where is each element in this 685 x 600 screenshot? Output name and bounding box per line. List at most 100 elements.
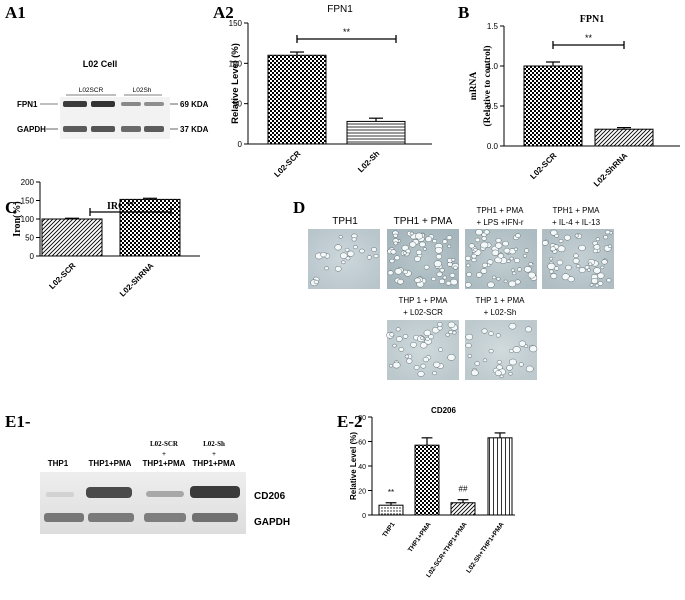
y-tick-label: 200 — [21, 178, 35, 187]
category-label: THP1+PMA — [407, 521, 433, 554]
bar — [119, 198, 181, 257]
a1-band — [63, 126, 87, 132]
cell — [435, 253, 443, 260]
a1-band — [91, 126, 115, 132]
a1-lane-group-scr: L02SCR — [79, 87, 104, 94]
cell — [392, 343, 397, 348]
cell — [591, 277, 599, 284]
category-label: L02-ShRNA — [118, 261, 156, 299]
e1-band — [144, 513, 186, 522]
cell — [491, 249, 499, 256]
cell — [481, 236, 487, 241]
bar — [378, 504, 404, 516]
category-label: L02-SCR — [528, 151, 558, 181]
panel-label-e2: E-2 — [337, 412, 363, 431]
cell — [439, 268, 445, 273]
cell — [541, 240, 549, 246]
cell — [518, 362, 524, 367]
panel-label-b: B — [458, 3, 469, 22]
cell — [436, 271, 443, 277]
cell — [549, 269, 554, 274]
a1-row-gapdh: GAPDH — [17, 125, 46, 134]
d-caption: TPH1 — [332, 216, 358, 227]
cell — [503, 279, 508, 284]
cell — [573, 253, 579, 259]
cell — [465, 255, 471, 261]
cell — [487, 281, 495, 288]
cell — [565, 264, 572, 271]
cell — [389, 258, 395, 264]
cell — [438, 347, 444, 352]
e1-band — [192, 513, 238, 522]
cell — [339, 252, 348, 259]
cell — [607, 244, 612, 249]
a1-band — [121, 126, 141, 132]
e1-blot-membrane — [40, 472, 246, 534]
significance-annotation: ** — [127, 200, 135, 210]
cell — [467, 353, 473, 358]
cell — [341, 260, 346, 265]
a1-band — [121, 102, 141, 106]
cell — [480, 241, 489, 249]
y-tick-label: 150 — [21, 197, 35, 206]
cell — [574, 233, 580, 238]
cell — [524, 248, 530, 253]
cell — [527, 271, 536, 279]
a1-band — [63, 101, 87, 107]
cell — [508, 280, 517, 288]
cell — [482, 262, 488, 268]
cell — [578, 267, 586, 274]
d-caption: + L02-SCR — [403, 308, 443, 317]
cell — [601, 259, 608, 265]
cell — [450, 278, 458, 286]
cell — [433, 361, 441, 368]
e1-band — [46, 492, 74, 497]
cell — [419, 342, 428, 349]
chart-b: FPN1 0.0 0.5 1.0 1.5 mRNA (Relative to control… — [469, 14, 680, 189]
cell — [471, 257, 477, 263]
d-caption: TPH1 + PMA — [394, 216, 453, 227]
e1-lane-label: THP1+PMA — [89, 459, 132, 468]
y-tick-label: 20 — [358, 489, 366, 496]
chart-title: CD206 — [431, 406, 456, 415]
cell — [402, 269, 408, 275]
cell — [387, 270, 394, 276]
e1-band — [86, 487, 132, 498]
cell — [476, 272, 483, 278]
cell — [313, 279, 319, 285]
cell — [445, 280, 452, 286]
cell — [518, 340, 526, 347]
cell — [373, 253, 379, 259]
cell — [588, 262, 593, 266]
cell — [509, 256, 514, 261]
cell — [449, 272, 456, 278]
chart-a2: FPN1 0 50 100 150 Relative Level (%) L02-SCR L0… — [229, 4, 432, 179]
y-tick-label: 40 — [358, 464, 366, 471]
y-axis-label: Iron(%) — [12, 201, 23, 236]
d-caption: THP 1 + PMA — [399, 296, 449, 305]
y-tick-label: 0 — [362, 513, 366, 520]
cell — [397, 278, 404, 285]
e1-lane-label: + — [212, 450, 216, 458]
cell — [359, 248, 365, 254]
cell — [554, 233, 559, 238]
significance-mark: ## — [459, 485, 468, 494]
bar — [450, 502, 476, 516]
cell — [334, 265, 342, 272]
cell — [589, 283, 594, 287]
cell — [447, 261, 453, 267]
e1-band — [44, 513, 84, 522]
cell — [413, 365, 420, 370]
cell — [497, 253, 504, 259]
cell — [438, 278, 446, 285]
e1-lane-label: THP1+PMA — [193, 459, 236, 468]
cell — [420, 363, 427, 369]
e1-lane-label: THP1 — [48, 459, 69, 468]
cell — [409, 241, 417, 248]
e1-lane-label: THP1+PMA — [143, 459, 186, 468]
cell — [419, 241, 426, 248]
e1-row-cd206: CD206 — [254, 491, 286, 502]
cell — [445, 332, 450, 337]
cell — [499, 374, 504, 379]
